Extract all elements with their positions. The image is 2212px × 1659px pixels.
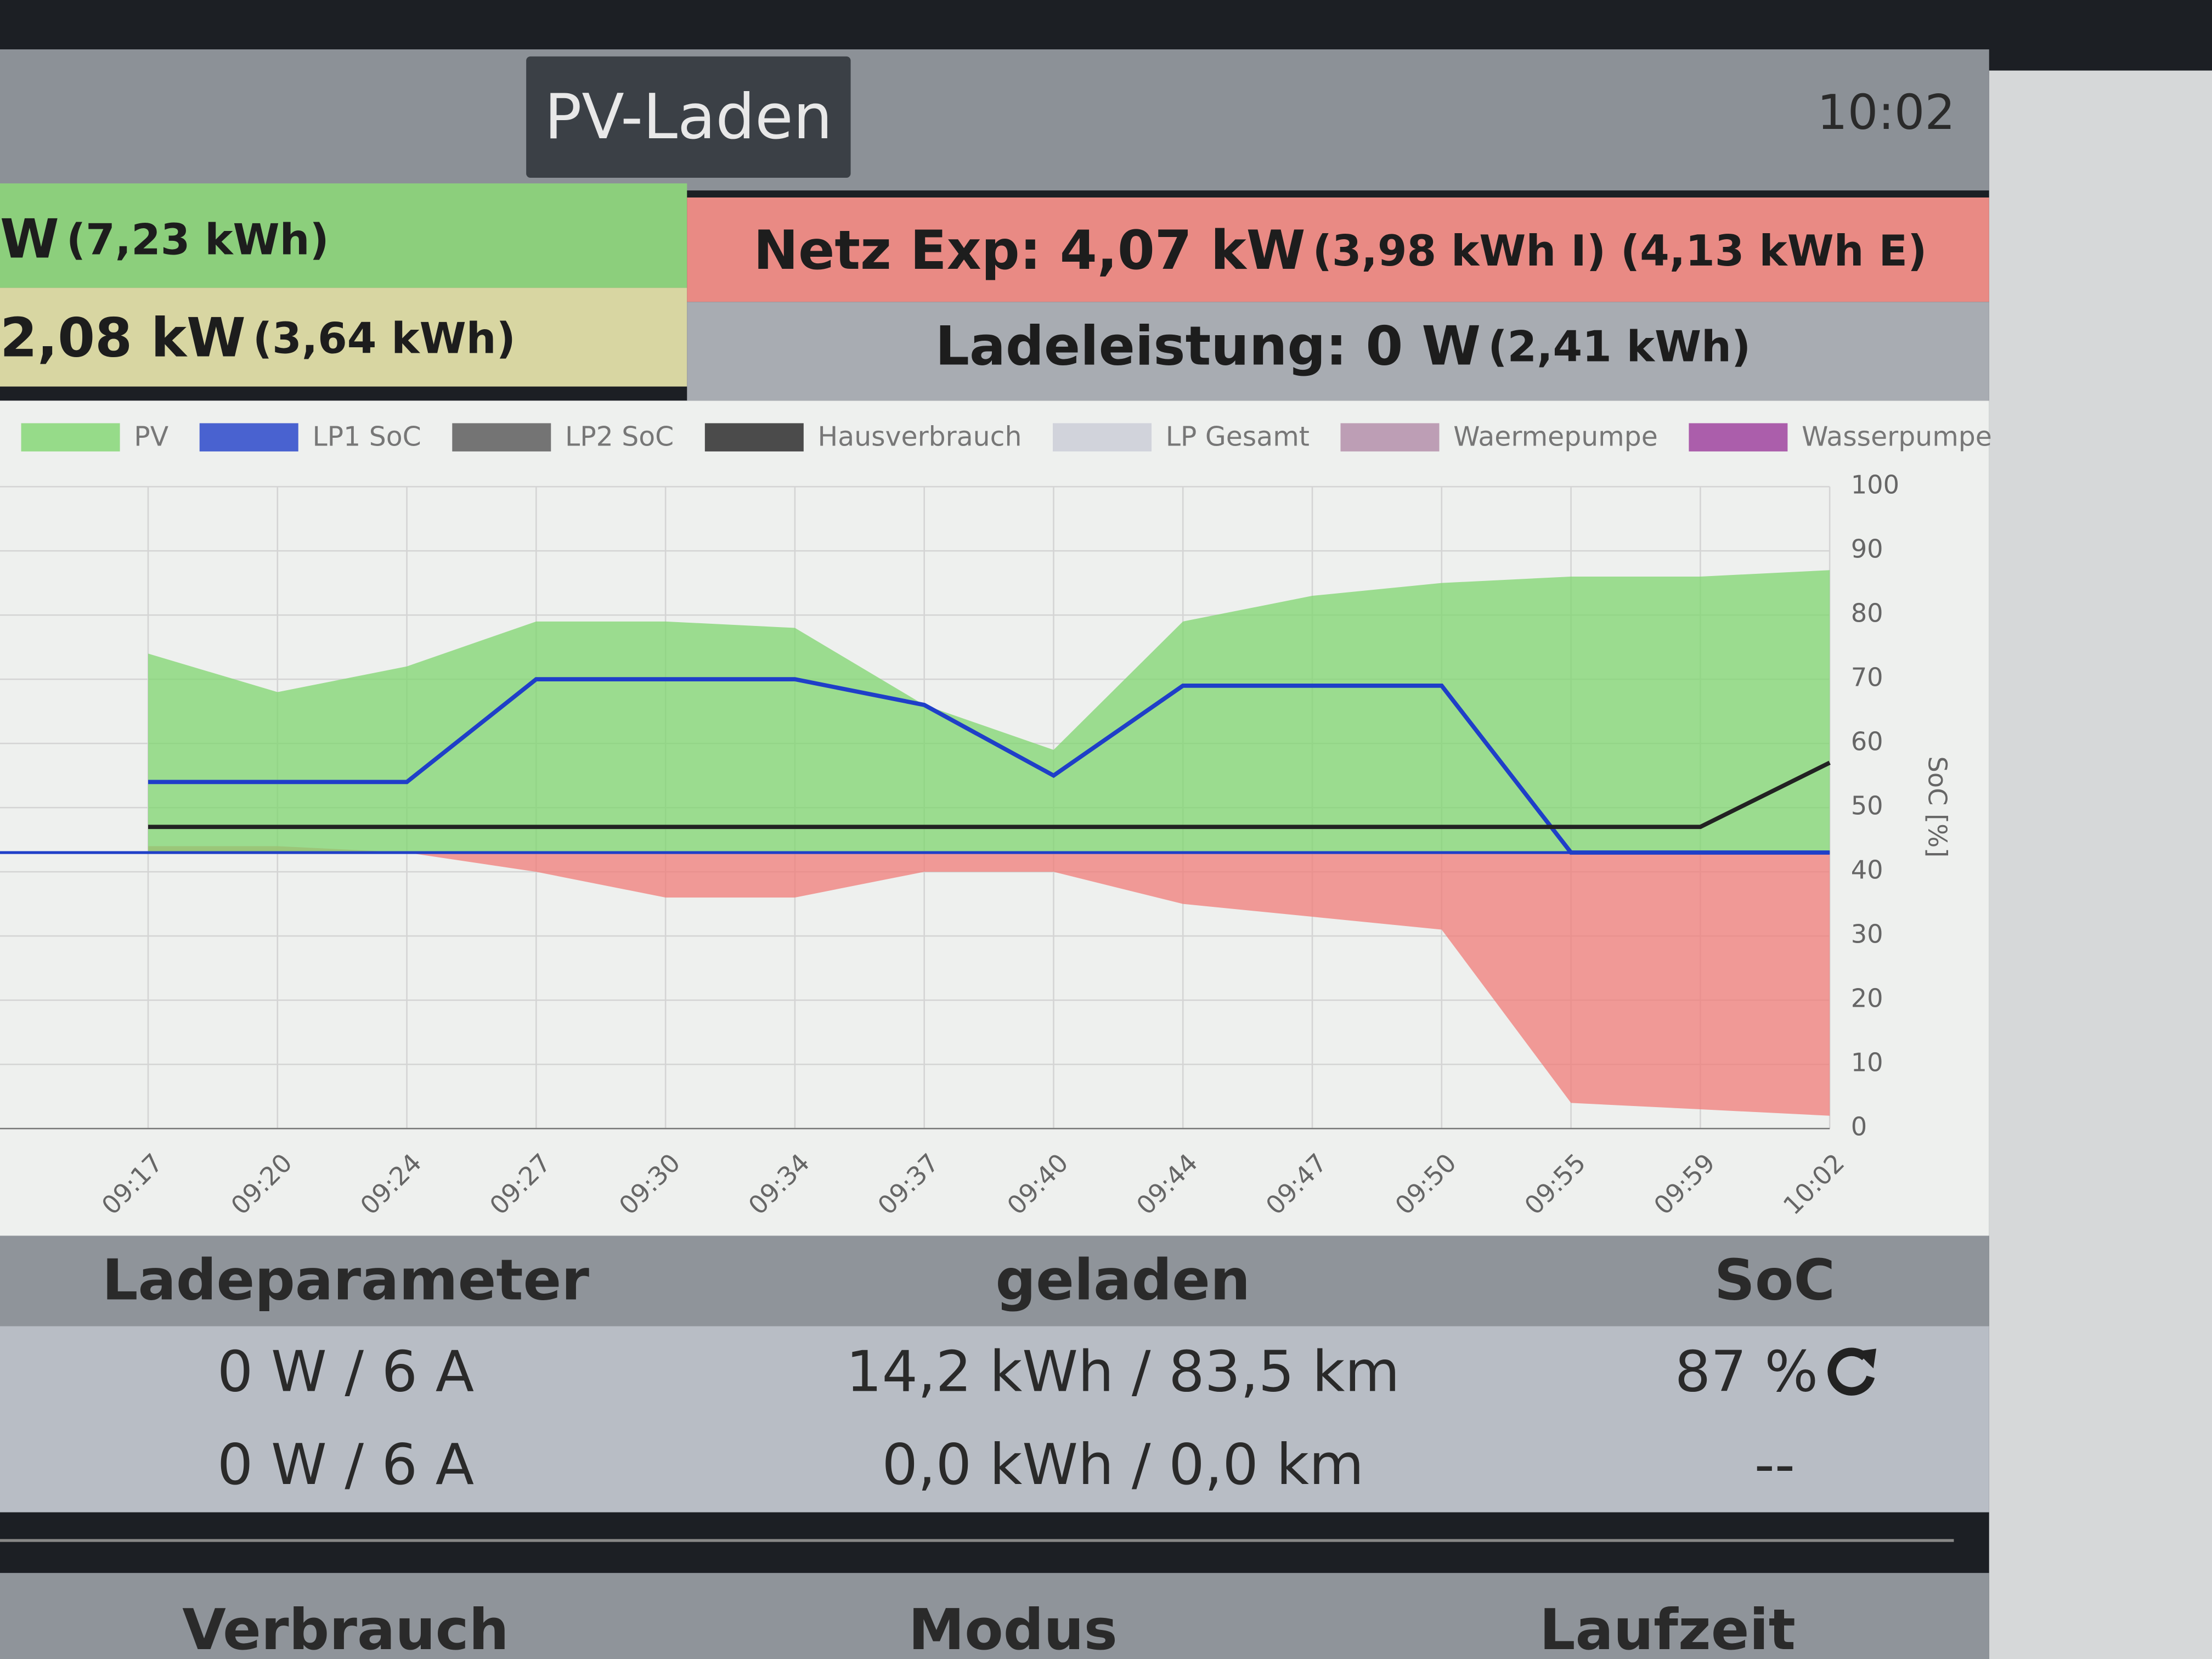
pv-area bbox=[148, 570, 1830, 853]
grid-status: Netz Exp: 4,07 kW (3,98 kWh I) (4,13 kWh… bbox=[753, 219, 1927, 282]
refresh-arrow bbox=[1857, 1348, 1876, 1369]
y2-tick-label: 80 bbox=[1851, 599, 1883, 628]
table: Ladeparameter geladen SoC 0 W / 6 A 14,2 kWh… bbox=[102, 1248, 1835, 1659]
y2-tick-label: 100 bbox=[1851, 470, 1899, 500]
footer-header-cell: Verbrauch bbox=[182, 1598, 509, 1659]
y2-tick-label: 70 bbox=[1851, 663, 1883, 692]
mode-button[interactable] bbox=[526, 56, 851, 178]
table-header-cell: Ladeparameter bbox=[102, 1248, 589, 1313]
charge-energy: (2,41 kWh) bbox=[1488, 323, 1751, 372]
table-body bbox=[0, 1326, 1989, 1513]
clock: 10:02 bbox=[1817, 84, 1955, 140]
footer-header-cell: Modus bbox=[909, 1598, 1118, 1659]
top-bar bbox=[0, 49, 1989, 191]
table-header-cell: SoC bbox=[1714, 1248, 1835, 1313]
pv-energy: (7,23 kWh) bbox=[66, 215, 329, 264]
footer-header-cell: Laufzeit bbox=[1539, 1598, 1796, 1659]
legend-swatch bbox=[1689, 423, 1788, 452]
grid-area bbox=[148, 846, 1830, 1116]
legend-label: Hausverbrauch bbox=[818, 421, 1022, 453]
table-cell: -- bbox=[1754, 1432, 1795, 1498]
legend-label: LP2 SoC bbox=[565, 421, 674, 453]
charge-status: Ladeleistung: 0 W (2,41 kWh) bbox=[935, 315, 1751, 378]
table-cell: 0,0 kWh / 0,0 km bbox=[882, 1432, 1364, 1498]
house-row bbox=[0, 287, 687, 387]
y2-tick-label: 90 bbox=[1851, 534, 1883, 564]
house-status: 2,08 kW (3,64 kWh) bbox=[0, 307, 516, 369]
table-cell: 14,2 kWh / 83,5 km bbox=[846, 1339, 1400, 1404]
side-panel bbox=[1989, 70, 2212, 1659]
legend-label: LP1 SoC bbox=[312, 421, 421, 453]
y2-tick-label: 20 bbox=[1851, 984, 1883, 1013]
series-line bbox=[148, 677, 1830, 855]
y2-axis-label: SoC [%] bbox=[1923, 756, 1953, 857]
legend-label: LP Gesamt bbox=[1166, 421, 1310, 453]
table-cell: 0 W / 6 A bbox=[217, 1339, 474, 1404]
table-cell: 0 W / 6 A bbox=[217, 1432, 474, 1498]
legend-label: Waermepumpe bbox=[1453, 421, 1658, 453]
legend-label: PV bbox=[134, 421, 168, 453]
legend-swatch bbox=[1053, 423, 1152, 452]
series-line bbox=[148, 760, 1831, 830]
pv-row bbox=[0, 183, 687, 288]
y2-tick-label: 0 bbox=[1851, 1112, 1867, 1142]
refresh-icon[interactable] bbox=[1827, 1347, 1875, 1396]
table-header-cell: geladen bbox=[996, 1248, 1251, 1313]
legend-swatch bbox=[452, 423, 551, 452]
legend-swatch bbox=[21, 423, 120, 452]
pv-power: W bbox=[0, 208, 59, 270]
charge-row bbox=[687, 302, 1989, 401]
y2-tick-label: 50 bbox=[1851, 791, 1883, 821]
legend-swatch bbox=[199, 423, 298, 452]
footer-header bbox=[0, 1573, 1989, 1659]
legend-label: Wasserpumpe bbox=[1802, 421, 1992, 453]
y2-tick-label: 30 bbox=[1851, 919, 1883, 949]
legend-swatch bbox=[704, 423, 804, 452]
table-cell: 87 % bbox=[1675, 1339, 1818, 1404]
grid-row bbox=[687, 198, 1989, 302]
y2-tick-label: 60 bbox=[1851, 727, 1883, 757]
grid-energy: (3,98 kWh I) (4,13 kWh E) bbox=[1313, 227, 1927, 276]
grid-power: Netz Exp: 4,07 kW bbox=[753, 219, 1305, 282]
mode-label: PV-Laden bbox=[544, 81, 832, 153]
table-header bbox=[0, 1235, 1989, 1327]
y2-tick-label: 40 bbox=[1851, 855, 1883, 885]
charge-power: Ladeleistung: 0 W bbox=[935, 315, 1481, 378]
legend-swatch bbox=[1340, 423, 1440, 452]
house-power: 2,08 kW bbox=[0, 307, 246, 369]
pv-status: W (7,23 kWh) bbox=[0, 208, 329, 270]
house-energy: (3,64 kWh) bbox=[253, 314, 516, 363]
y2-tick-label: 10 bbox=[1851, 1048, 1883, 1077]
